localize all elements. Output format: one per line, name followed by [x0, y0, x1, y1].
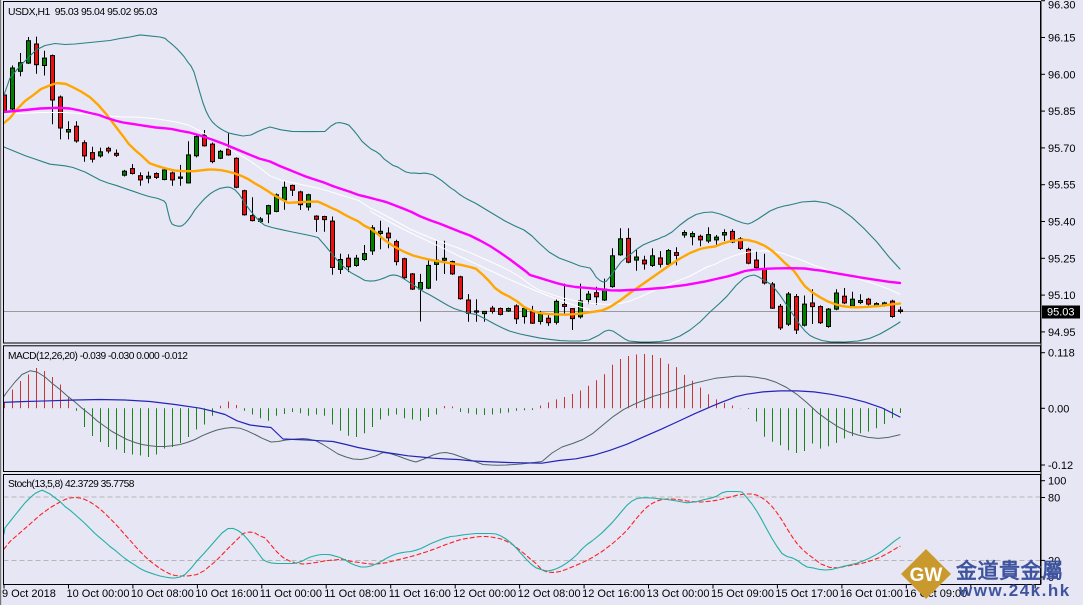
svg-text:9 Oct 2018: 9 Oct 2018 — [2, 588, 56, 600]
svg-text:80: 80 — [1048, 493, 1060, 505]
svg-text:0.00: 0.00 — [1048, 403, 1069, 415]
svg-text:金道貴金屬: 金道貴金屬 — [955, 559, 1064, 583]
svg-text:12 Oct 00:00: 12 Oct 00:00 — [453, 588, 516, 600]
svg-text:10 Oct 00:00: 10 Oct 00:00 — [67, 588, 130, 600]
svg-text:96.30: 96.30 — [1048, 0, 1076, 12]
svg-text:95.70: 95.70 — [1048, 143, 1076, 155]
svg-text:100: 100 — [1048, 476, 1066, 488]
svg-text:0.118: 0.118 — [1048, 348, 1075, 360]
svg-text:11 Oct 16:00: 11 Oct 16:00 — [389, 588, 451, 600]
svg-text:95.03: 95.03 — [1047, 307, 1075, 319]
svg-text:12 Oct 16:00: 12 Oct 16:00 — [582, 588, 645, 600]
svg-text:13 Oct 00:00: 13 Oct 00:00 — [647, 588, 710, 600]
svg-text:-0.12: -0.12 — [1048, 460, 1073, 472]
svg-text:11 Oct 08:00: 11 Oct 08:00 — [324, 588, 386, 600]
svg-text:96.00: 96.00 — [1048, 69, 1076, 81]
svg-text:Stoch(13,5,8) 42.3729 35.7758: Stoch(13,5,8) 42.3729 35.7758 — [8, 479, 135, 490]
svg-text:95.40: 95.40 — [1048, 217, 1076, 229]
svg-text:94.95: 94.95 — [1048, 327, 1076, 339]
svg-text:95.10: 95.10 — [1048, 290, 1076, 302]
svg-text:16 Oct 01:00: 16 Oct 01:00 — [840, 588, 903, 600]
svg-text:10 Oct 16:00: 10 Oct 16:00 — [195, 588, 258, 600]
svg-text:MACD(12,26,20) -0.039 -0.030 0: MACD(12,26,20) -0.039 -0.030 0.000 -0.01… — [8, 351, 188, 362]
svg-text:11 Oct 00:00: 11 Oct 00:00 — [260, 588, 322, 600]
svg-text:95.55: 95.55 — [1048, 180, 1076, 192]
svg-text:96.15: 96.15 — [1048, 33, 1076, 45]
svg-text:16 Oct 09:00: 16 Oct 09:00 — [904, 588, 967, 600]
svg-text:15 Oct 09:00: 15 Oct 09:00 — [711, 588, 774, 600]
svg-text:GW: GW — [910, 565, 943, 586]
svg-text:0: 0 — [1048, 572, 1054, 584]
svg-text:USDX,H1 95.03 95.04 95.02 95.: USDX,H1 95.03 95.04 95.02 95.03 — [8, 7, 158, 18]
svg-text:95.25: 95.25 — [1048, 253, 1076, 265]
svg-text:www.24k.hk: www.24k.hk — [958, 581, 1071, 600]
svg-text:20: 20 — [1048, 555, 1060, 567]
svg-text:10 Oct 08:00: 10 Oct 08:00 — [131, 588, 194, 600]
svg-text:12 Oct 08:00: 12 Oct 08:00 — [518, 588, 581, 600]
svg-text:95.85: 95.85 — [1048, 106, 1076, 118]
svg-text:15 Oct 17:00: 15 Oct 17:00 — [775, 588, 838, 600]
